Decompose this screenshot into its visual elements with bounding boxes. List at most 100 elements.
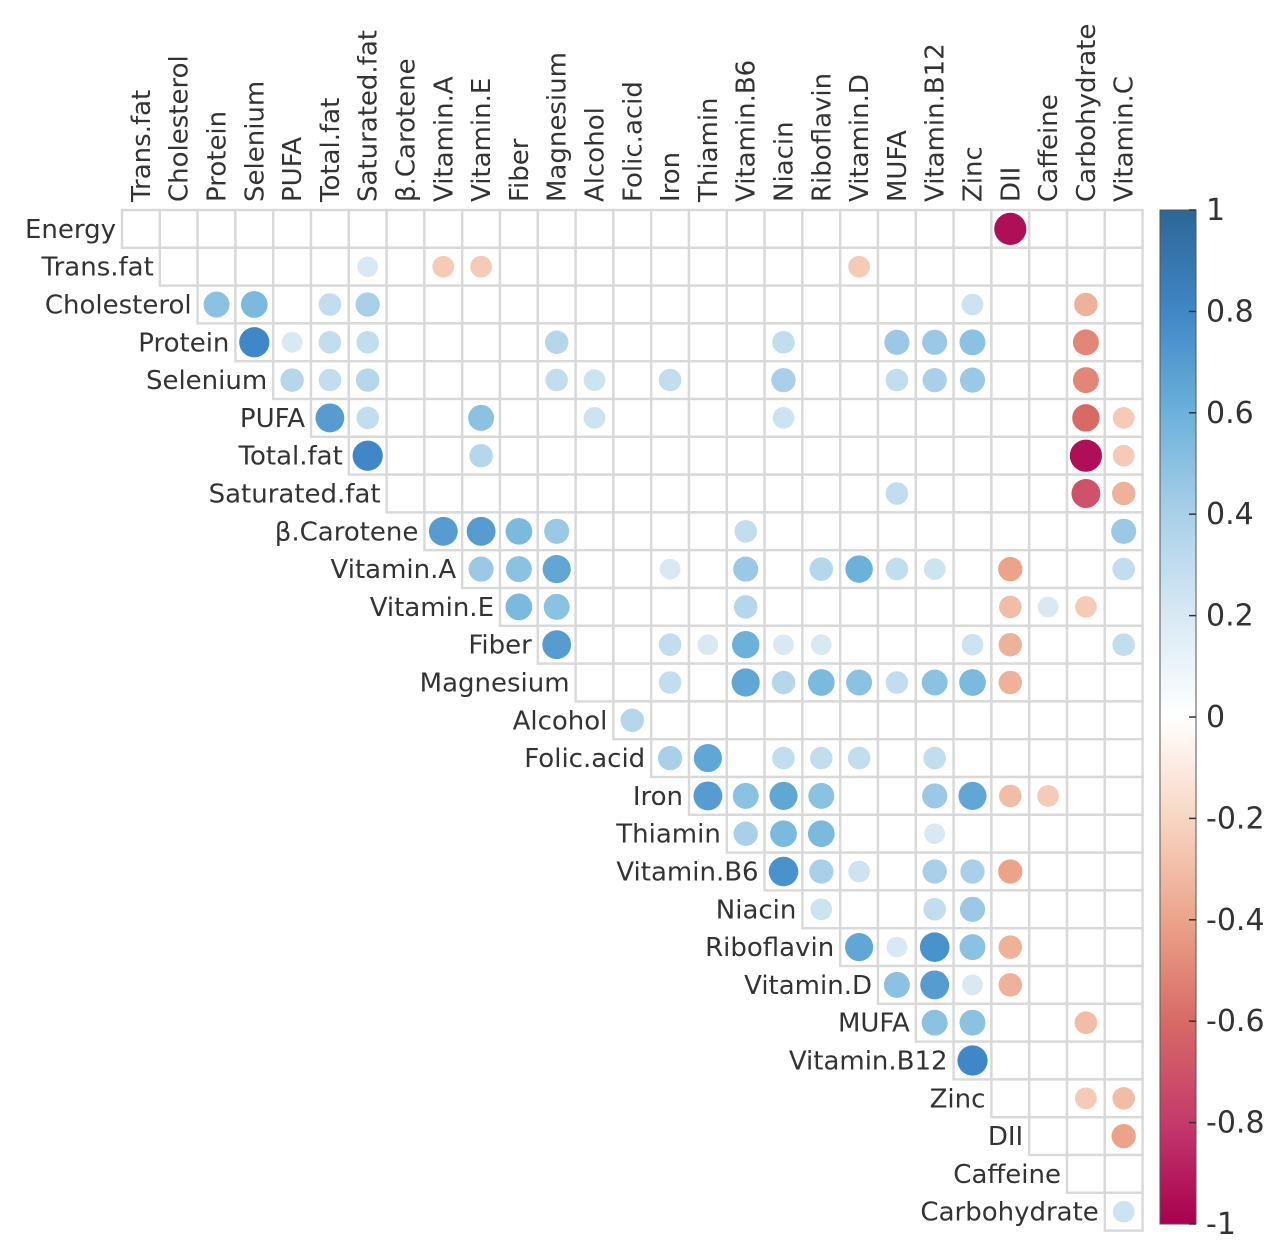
corr-circle-selenium-mufa — [885, 368, 909, 392]
cell-protein-fiber — [498, 322, 539, 363]
cell-energy-carbohydrate — [1065, 208, 1106, 249]
cell-magnesium-folic-acid — [612, 662, 653, 703]
cell-niacin-vitamin-c — [1103, 889, 1144, 930]
corr-circle-carotene-magnesium — [544, 518, 570, 544]
colorbar-tick-label: 0.4 — [1206, 497, 1254, 532]
cell-saturated-fat-carotene — [385, 473, 426, 514]
corr-circle-cholesterol-selenium — [240, 291, 268, 318]
cell-cholesterol-carotene — [385, 284, 426, 325]
corr-circle-fiber-zinc — [961, 633, 984, 656]
col-label-niacin: Niacin — [770, 121, 800, 202]
corr-circle-fiber-magnesium — [542, 630, 572, 660]
cell-total-fat-vitamin-a — [423, 435, 464, 476]
cell-saturated-fat-caffeine — [1027, 473, 1069, 514]
corr-circle-vitamin-a-fiber — [505, 556, 532, 583]
cell-niacin-caffeine — [1027, 889, 1069, 930]
cell-energy-folic-acid — [612, 208, 653, 249]
cell-total-fat-zinc — [952, 435, 993, 476]
corr-circle-fiber-thiamin — [697, 634, 719, 656]
cell-energy-trans-fat — [120, 208, 161, 249]
cell-fiber-alcohol — [574, 624, 615, 665]
corr-circle-total-fat-carbohydrate — [1069, 439, 1102, 472]
cell-vitamin-a-alcohol — [574, 549, 615, 590]
corr-circle-total-fat-vitamin-e — [469, 443, 493, 468]
corr-circle-pufa-niacin — [772, 407, 795, 429]
cell-thiamin-zinc — [952, 813, 993, 854]
cell-selenium-vitamin-b6 — [725, 360, 766, 401]
corr-circle-riboflavin-zinc — [959, 934, 986, 961]
colorbar: 1 0.8 0.6 0.4 0.2 0 -0.2 -0.4 -0.6 -0.8 -1 — [1159, 193, 1265, 1242]
corr-circle-mufa-vitamin-b12 — [921, 1009, 948, 1036]
corr-circle-trans-fat-saturated-fat — [357, 256, 379, 278]
col-label-trans-fat: Trans.fat — [127, 90, 157, 203]
cell-cholesterol-riboflavin — [801, 284, 842, 325]
cell-trans-fat-cholesterol — [158, 246, 199, 287]
cell-cholesterol-vitamin-c — [1103, 284, 1144, 325]
cell-folic-acid-vitamin-c — [1103, 738, 1144, 779]
corr-circle-iron-caffeine — [1037, 785, 1059, 807]
corr-circle-selenium-alcohol — [583, 369, 606, 391]
cell-trans-fat-vitamin-c — [1103, 246, 1144, 287]
cell-magnesium-alcohol — [574, 662, 615, 703]
corr-circle-thiamin-riboflavin — [807, 820, 835, 848]
corr-circle-fiber-vitamin-c — [1112, 633, 1135, 656]
cell-total-fat-dii — [990, 435, 1031, 476]
col-label-cholesterol: Cholesterol — [165, 55, 195, 202]
cell-thiamin-dii — [990, 813, 1031, 854]
cell-carotene-mufa — [876, 511, 917, 552]
corr-circle-vitamin-a-mufa — [885, 557, 909, 581]
cell-thiamin-mufa — [876, 813, 917, 854]
cell-cholesterol-fiber — [498, 284, 539, 325]
cell-vitamin-a-zinc — [952, 549, 993, 590]
corr-circle-iron-vitamin-b6 — [732, 782, 759, 809]
cell-energy-fiber — [498, 208, 539, 249]
row-label-alcohol: Alcohol — [513, 706, 608, 736]
cell-dii-carbohydrate — [1065, 1115, 1106, 1157]
col-label-magnesium: Magnesium — [543, 52, 573, 202]
column-labels: Trans.fat Cholesterol Protein Selenium PUFA T… — [127, 24, 1140, 203]
cell-alcohol-thiamin — [687, 700, 728, 741]
cell-energy-alcohol — [574, 208, 615, 249]
corr-circle-folic-acid-thiamin — [693, 744, 722, 773]
corr-circle-magnesium-riboflavin — [807, 669, 835, 696]
col-label-vitamin-e: Vitamin.E — [467, 78, 497, 202]
corr-circle-magnesium-zinc — [959, 669, 986, 696]
cell-iron-mufa — [876, 775, 917, 816]
cell-trans-fat-vitamin-b12 — [914, 246, 955, 287]
corr-circle-zinc-carbohydrate — [1075, 1087, 1097, 1110]
corr-circle-protein-saturated-fat — [356, 331, 380, 354]
corr-circle-saturated-fat-vitamin-c — [1111, 481, 1136, 506]
col-label-caffeine: Caffeine — [1034, 94, 1064, 202]
cell-pufa-riboflavin — [801, 397, 842, 438]
colorbar-tick-label: -0.4 — [1206, 903, 1265, 938]
cell-vitamin-d-caffeine — [1027, 964, 1069, 1005]
cell-mufa-caffeine — [1027, 1002, 1069, 1043]
cell-carotene-alcohol — [574, 511, 615, 552]
cell-vitamin-d-carbohydrate — [1065, 964, 1106, 1005]
corr-circle-carbohydrate-vitamin-c — [1112, 1200, 1135, 1223]
cell-niacin-mufa — [876, 889, 917, 930]
cell-carotene-vitamin-d — [839, 511, 880, 552]
cell-cholesterol-iron — [650, 284, 691, 325]
cell-vitamin-a-caffeine — [1027, 549, 1069, 590]
cell-vitamin-b6-vitamin-c — [1103, 851, 1144, 892]
cell-iron-vitamin-d — [839, 775, 880, 816]
cell-fiber-vitamin-d — [839, 624, 880, 665]
cell-saturated-fat-vitamin-d — [839, 473, 880, 514]
corr-circle-iron-vitamin-b12 — [922, 783, 948, 809]
cell-saturated-fat-folic-acid — [612, 473, 653, 514]
cell-vitamin-b6-carbohydrate — [1065, 851, 1106, 892]
col-label-dii: DII — [996, 167, 1026, 202]
corr-circle-vitamin-d-zinc — [962, 974, 983, 996]
colorbar-tick-label: 0.2 — [1206, 599, 1254, 634]
cell-fiber-vitamin-b12 — [914, 624, 955, 665]
corr-circle-vitamin-b6-niacin — [768, 856, 799, 887]
cell-folic-acid-mufa — [876, 738, 917, 779]
cell-vitamin-b6-mufa — [876, 851, 917, 892]
cell-energy-caffeine — [1027, 208, 1069, 249]
cell-alcohol-mufa — [876, 700, 917, 741]
row-label-vitamin-b12: Vitamin.B12 — [789, 1047, 948, 1077]
cell-trans-fat-folic-acid — [612, 246, 653, 287]
cell-pufa-vitamin-b12 — [914, 397, 955, 438]
